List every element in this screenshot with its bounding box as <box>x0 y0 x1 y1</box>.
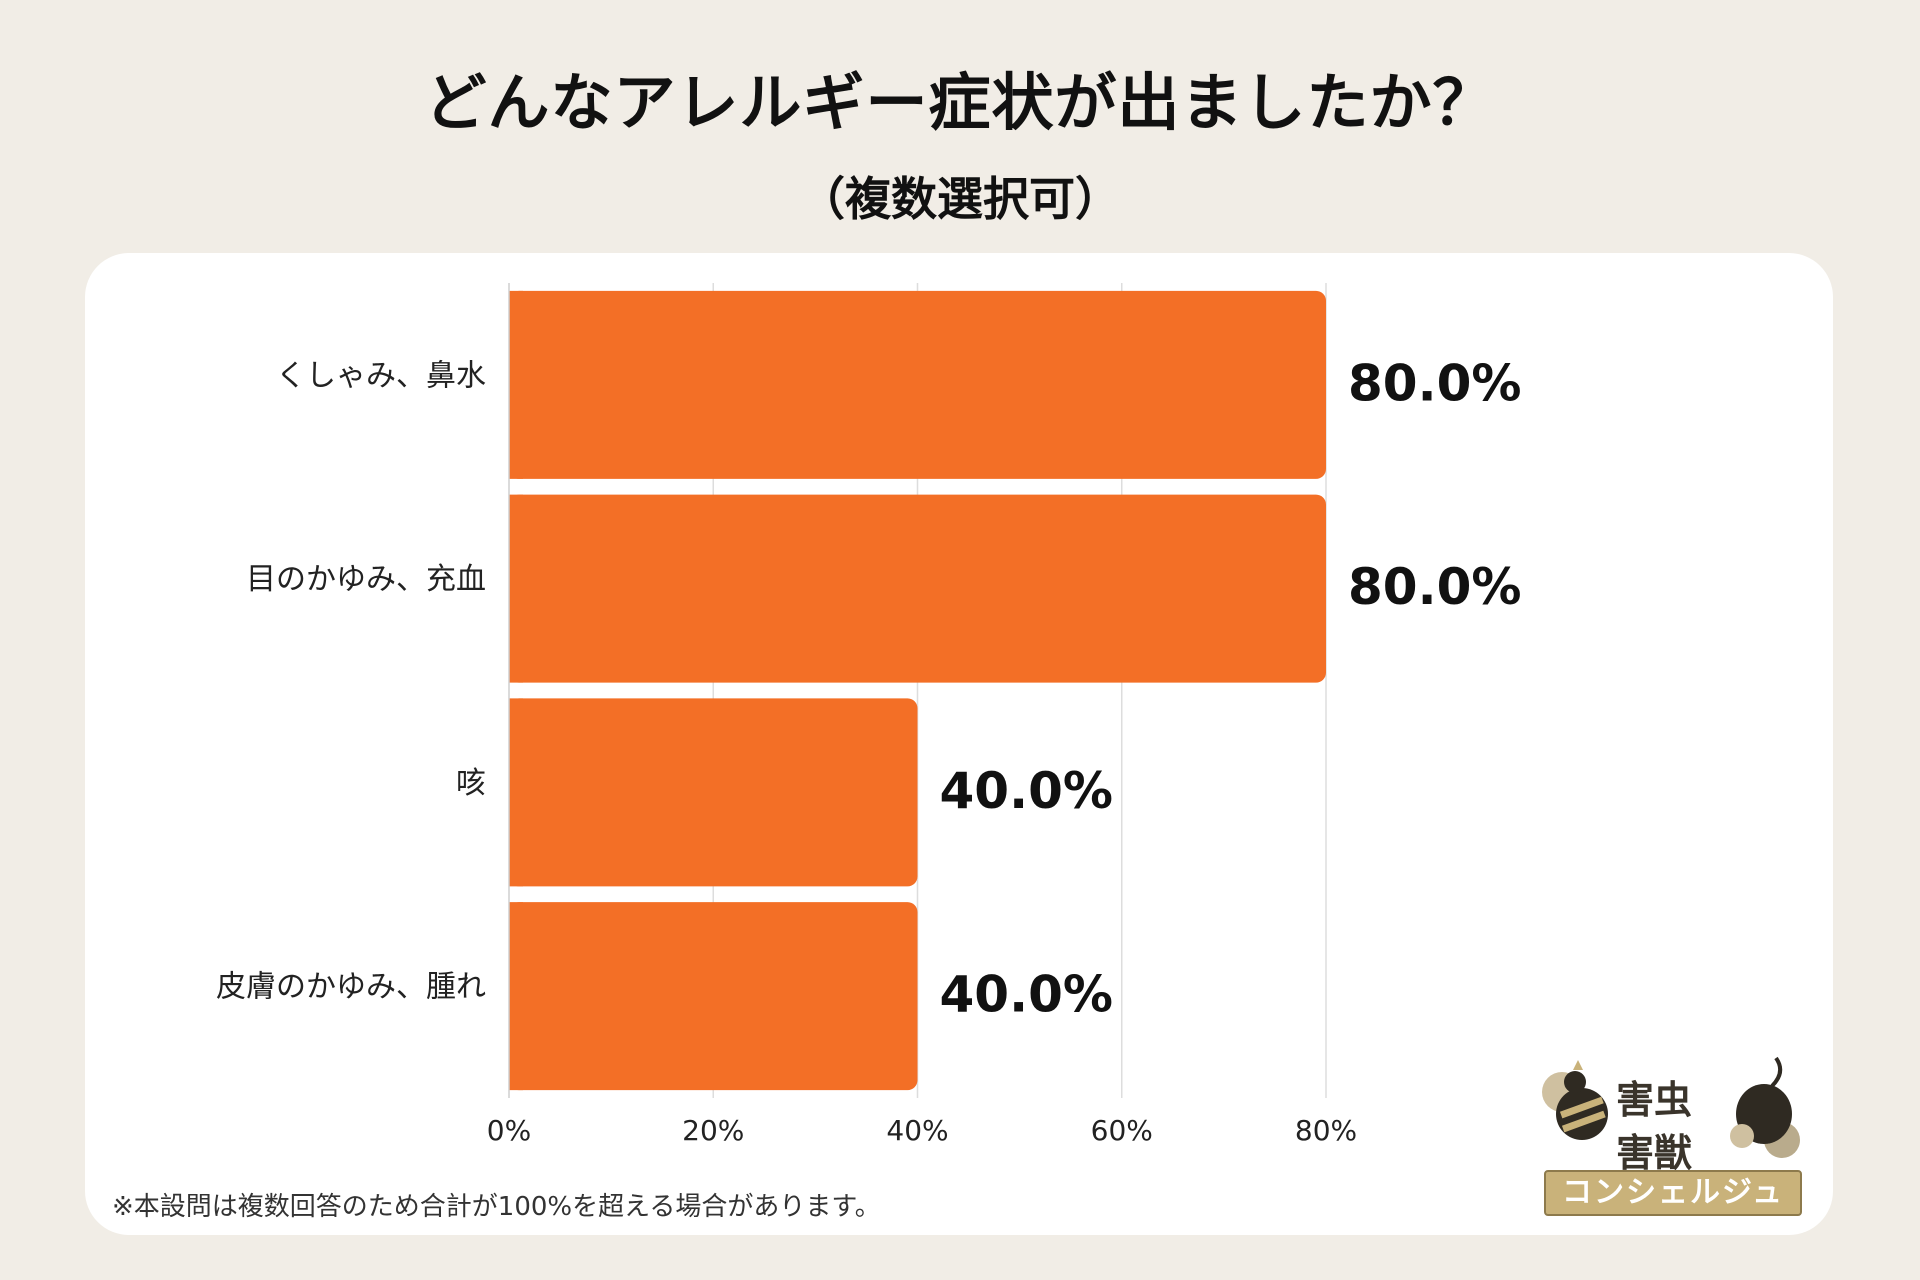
category-label: 咳 <box>456 766 486 801</box>
x-tick-label: 20% <box>682 1114 744 1147</box>
bar-square-left <box>509 290 523 479</box>
logo-text-line2: 害獣 <box>1616 1131 1693 1175</box>
category-label: くしゃみ、鼻水 <box>276 358 486 393</box>
value-label: 80.0% <box>1348 558 1521 616</box>
x-tick-label: 80% <box>1295 1114 1357 1147</box>
bee-mouse-icon <box>1542 1056 1800 1158</box>
brand-logo: 害虫 害獣 コンシェルジュ <box>1532 1052 1812 1216</box>
bar <box>509 290 1326 479</box>
category-label: 皮膚のかゆみ、腫れ <box>216 970 486 1005</box>
bar <box>509 698 918 887</box>
bar-square-left <box>509 698 523 887</box>
chart-title: どんなアレルギー症状が出ましたか？ <box>424 66 1496 139</box>
bar-square-left <box>509 494 523 683</box>
bar <box>509 902 918 1091</box>
x-tick-label: 0% <box>487 1114 531 1147</box>
chart-subtitle: （複数選択可） <box>799 172 1121 226</box>
x-tick-label: 40% <box>886 1114 948 1147</box>
x-tick-label: 60% <box>1091 1114 1153 1147</box>
value-label: 40.0% <box>940 966 1113 1024</box>
bar-square-left <box>509 902 523 1091</box>
value-label: 80.0% <box>1348 354 1521 412</box>
logo-band: コンシェルジュ <box>1544 1170 1802 1216</box>
value-label: 40.0% <box>940 762 1113 820</box>
logo-text-line1: 害虫 <box>1616 1078 1693 1122</box>
footnote: ※本設問は複数回答のため合計が100%を超える場合があります。 <box>112 1192 881 1222</box>
category-label: 目のかゆみ、充血 <box>246 562 486 597</box>
bar <box>509 494 1326 683</box>
